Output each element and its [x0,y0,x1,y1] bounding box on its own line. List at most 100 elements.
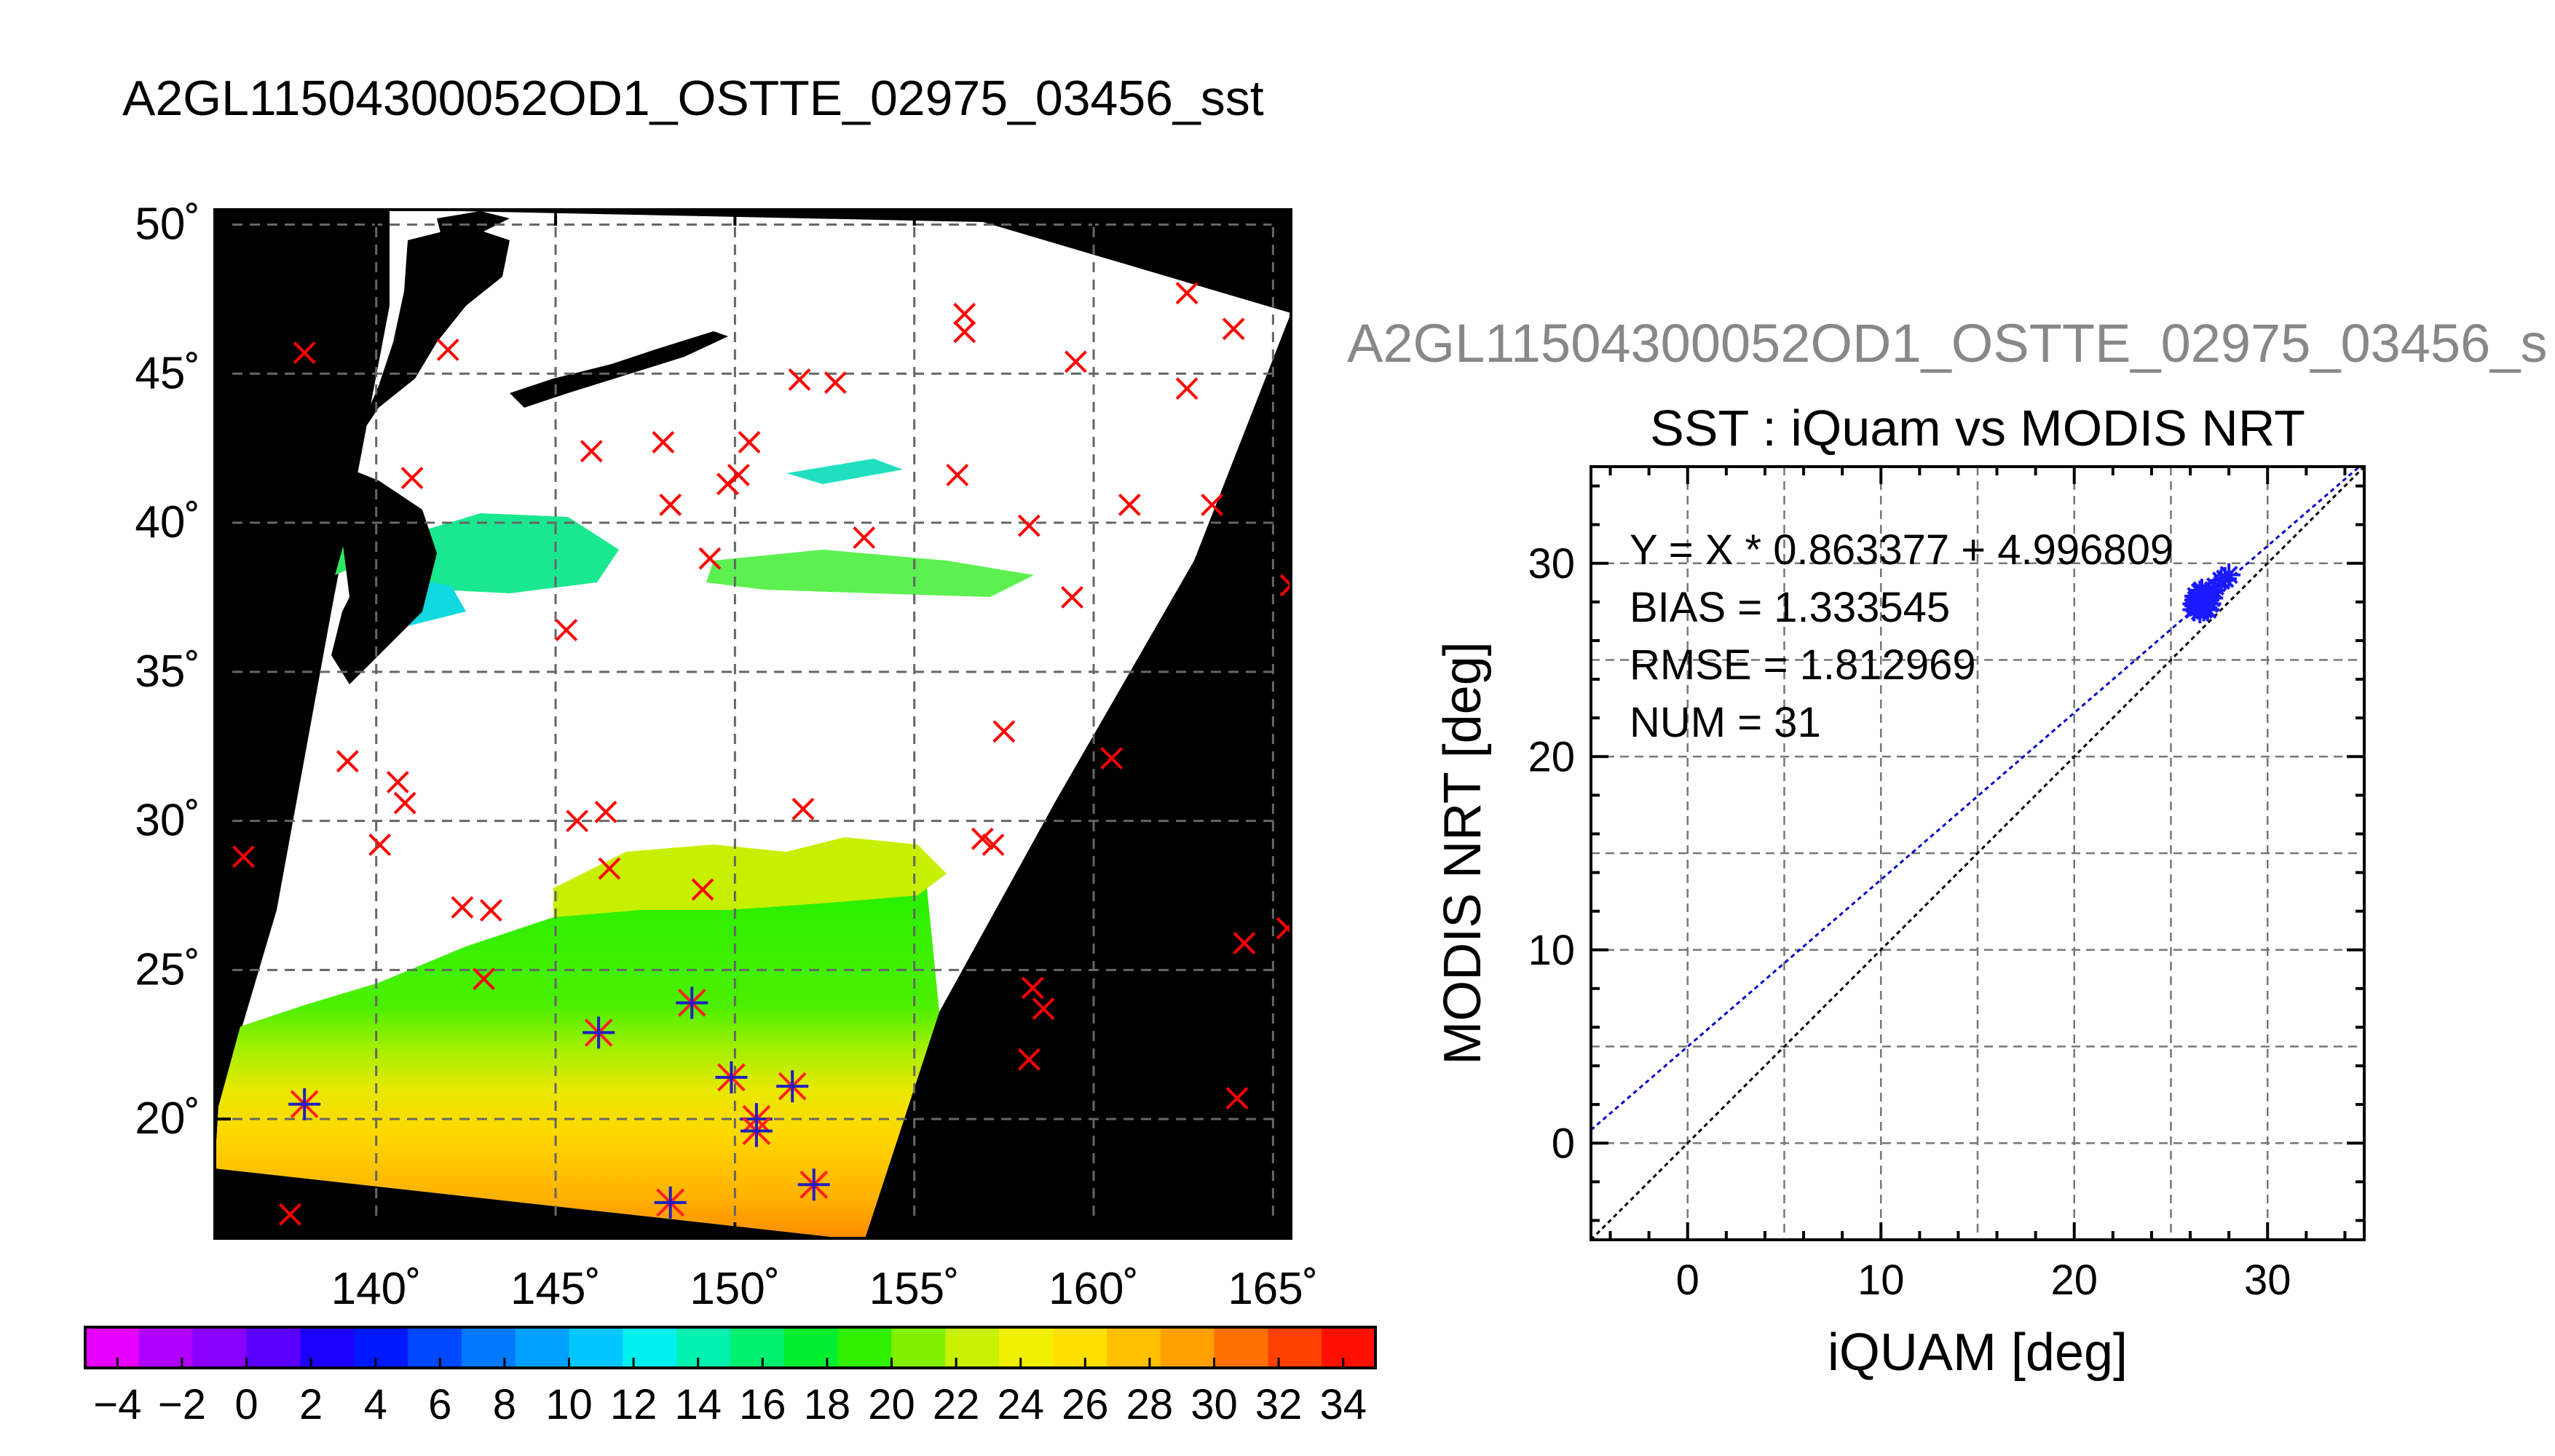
buoy-x-stroke [1222,317,1245,341]
buoy-x-stroke [971,827,994,850]
lon-tick-label: 165˚ [1228,1264,1318,1314]
buoy-x-stroke [659,494,682,516]
colorbar-cell [300,1327,355,1368]
buoy-x-stroke [555,619,578,641]
buoy-x-stroke [594,800,617,823]
buoy-x-marker [436,339,459,361]
x-tick-labels: 0 10 20 30 [1676,1257,2291,1304]
x-tick-label: 30 [2244,1257,2291,1304]
colorbar-cell [408,1327,462,1368]
buoy-x-stroke [1032,997,1055,1021]
colorbar-tick-label: −2 [158,1381,206,1428]
y-tick-label: 20 [1528,733,1575,780]
colorbar-cell [1053,1327,1107,1368]
colorbar-cell [515,1327,570,1368]
buoy-x-marker [555,619,578,641]
buoy-x-marker [400,467,424,490]
y-tick-label: 10 [1528,927,1575,974]
y-axis-label: MODIS NRT [deg] [1434,641,1492,1065]
colorbar-cell [783,1327,839,1368]
buoy-x-marker [1017,514,1040,537]
buoy-x-marker [393,791,416,815]
buoy-x-marker [1032,997,1055,1021]
scatter-title: SST : iQuam vs MODIS NRT [1650,400,2305,456]
buoy-x-stroke [1118,494,1141,516]
sst-patch-green [553,837,947,917]
scatter-points [2182,563,2241,624]
buoy-star-marker [776,1070,809,1103]
colorbar-tick-label: 10 [545,1381,593,1428]
buoy-x-marker [853,526,876,549]
buoy-x-marker [971,827,994,850]
regression-stats: Y = X * 0.863377 + 4.996809 BIAS = 1.3335… [1630,526,2173,746]
colorbar: −4 −2 0 2 4 6 8 10 12 14 16 18 20 22 24 26 28 30 32 34 [84,1326,1377,1428]
stats-line: RMSE = 1.812969 [1630,641,1976,689]
buoy-x-marker [824,371,847,394]
buoy-x-stroke [1279,574,1291,587]
buoy-x-stroke [788,368,811,391]
colorbar-tick-label: 12 [610,1381,657,1428]
buoy-x-stroke [698,547,722,570]
buoy-x-stroke [738,431,761,454]
y-tick-label: 30 [1528,540,1575,587]
lon-tick-label: 150˚ [690,1264,780,1314]
colorbar-tick-label: 34 [1319,1381,1367,1428]
buoy-x-marker [336,750,359,773]
buoy-x-stroke [946,464,969,486]
scatter-point [2195,582,2219,606]
sst-map: 140˚ 145˚ 150˚ 155˚ 160˚ 165˚ 50˚ 45˚ 40˚ 35˚ 30˚… [135,199,1318,1314]
buoy-x-stroke [368,833,392,856]
y-tick-labels: 0 10 20 30 [1528,540,1575,1168]
buoy-x-stroke [400,467,424,490]
buoy-x-marker [946,464,969,486]
buoy-x-stroke [691,878,714,901]
scatter-point-stroke [2198,585,2217,604]
buoy-x-markers [232,282,1291,1226]
scatter-point-stroke [2187,587,2205,606]
buoy-x-marker [386,770,409,794]
colorbar-cell [945,1327,1000,1368]
lat-tick-label: 35˚ [135,646,200,697]
buoy-x-marker [566,810,589,833]
buoy-x-marker [368,833,392,856]
buoy-star-marker [797,1168,830,1201]
sst-patch-cyan [786,459,903,484]
x-tick-label: 20 [2050,1257,2098,1304]
lon-tick-label: 140˚ [331,1264,422,1314]
buoy-x-marker [1021,976,1044,1000]
buoy-x-stroke [791,797,815,820]
buoy-x-stroke [1021,976,1044,1000]
buoy-x-stroke [853,526,876,549]
colorbar-tick-label: 22 [933,1381,980,1428]
colorbar-cell [192,1327,248,1368]
buoy-x-marker [1276,917,1291,940]
map-frame [213,208,1292,1240]
buoy-x-marker [598,857,621,880]
colorbar-tick-label: 16 [739,1381,786,1428]
colorbar-cell [837,1327,893,1368]
colorbar-tick-label: 32 [1255,1381,1303,1428]
colorbar-cell [891,1327,947,1368]
buoy-x-stroke [1061,586,1083,609]
buoy-star-marker [740,1115,773,1147]
scatter-frame [1590,465,2366,1241]
buoy-x-marker [698,547,722,570]
buoy-x-stroke [1225,1087,1249,1109]
buoy-x-marker [1201,494,1224,516]
colorbar-cell [354,1327,408,1368]
buoy-x-stroke [1175,282,1198,305]
buoy-x-marker [652,431,675,454]
colorbar-cell [1106,1327,1161,1368]
scatter-plot: A2GL11504300052OD1_OSTTE_02975_03456_s S… [1347,313,2547,1382]
buoy-x-marker [788,368,811,391]
colorbar-cell [1322,1327,1376,1368]
x-tick-label: 0 [1676,1257,1699,1304]
buoy-x-stroke [436,339,459,361]
buoy-x-stroke [1276,922,1291,940]
buoy-x-stroke [652,431,675,454]
buoy-x-marker [232,845,255,869]
buoy-x-stroke [953,320,976,344]
buoy-star-marker [288,1088,321,1120]
buoy-x-stroke [279,1203,301,1226]
